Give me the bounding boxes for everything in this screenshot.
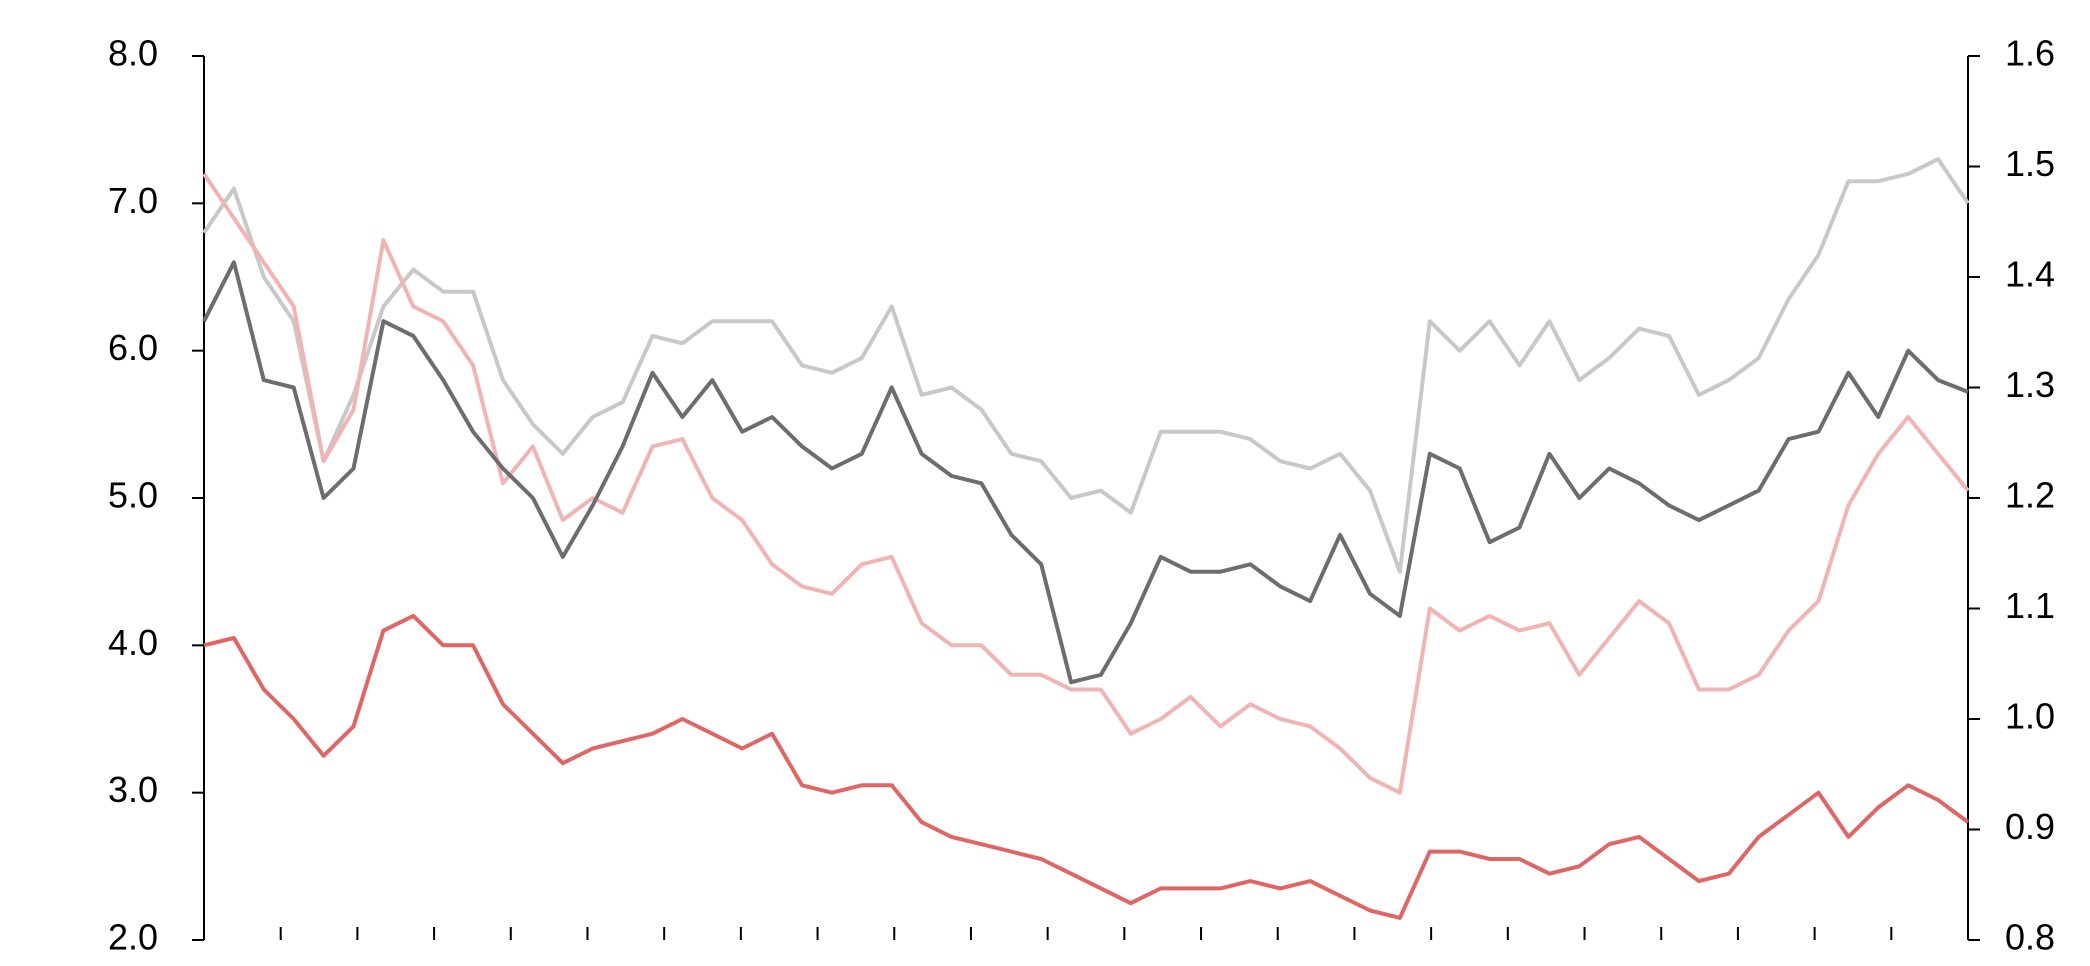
line-series: [202, 172, 1970, 795]
y2-tick-label: 1.1: [2005, 585, 2055, 626]
y-tick-label: 4.0: [108, 622, 158, 663]
y2-tick-label: 1.2: [2005, 475, 2055, 516]
y2-tick-label: 1.5: [2005, 143, 2055, 184]
y-tick-label: 7.0: [108, 180, 158, 221]
y-tick-label: 3.0: [108, 769, 158, 810]
y-tick-label: 8.0: [108, 33, 158, 74]
y2-tick-label: 1.4: [2005, 254, 2055, 295]
y-tick-label: 5.0: [108, 475, 158, 516]
line-series: [203, 613, 1970, 920]
y2-tick-label: 1.6: [2005, 33, 2055, 74]
y2-tick-label: 0.9: [2005, 806, 2055, 847]
y-tick-label: 6.0: [108, 327, 158, 368]
y2-tick-label: 1.0: [2005, 696, 2055, 737]
line-series: [202, 157, 1970, 574]
y2-tick-label: 0.8: [2005, 917, 2055, 958]
y2-tick-label: 1.3: [2005, 364, 2055, 405]
line-series: [202, 260, 1969, 685]
y-tick-label: 2.0: [108, 917, 158, 958]
